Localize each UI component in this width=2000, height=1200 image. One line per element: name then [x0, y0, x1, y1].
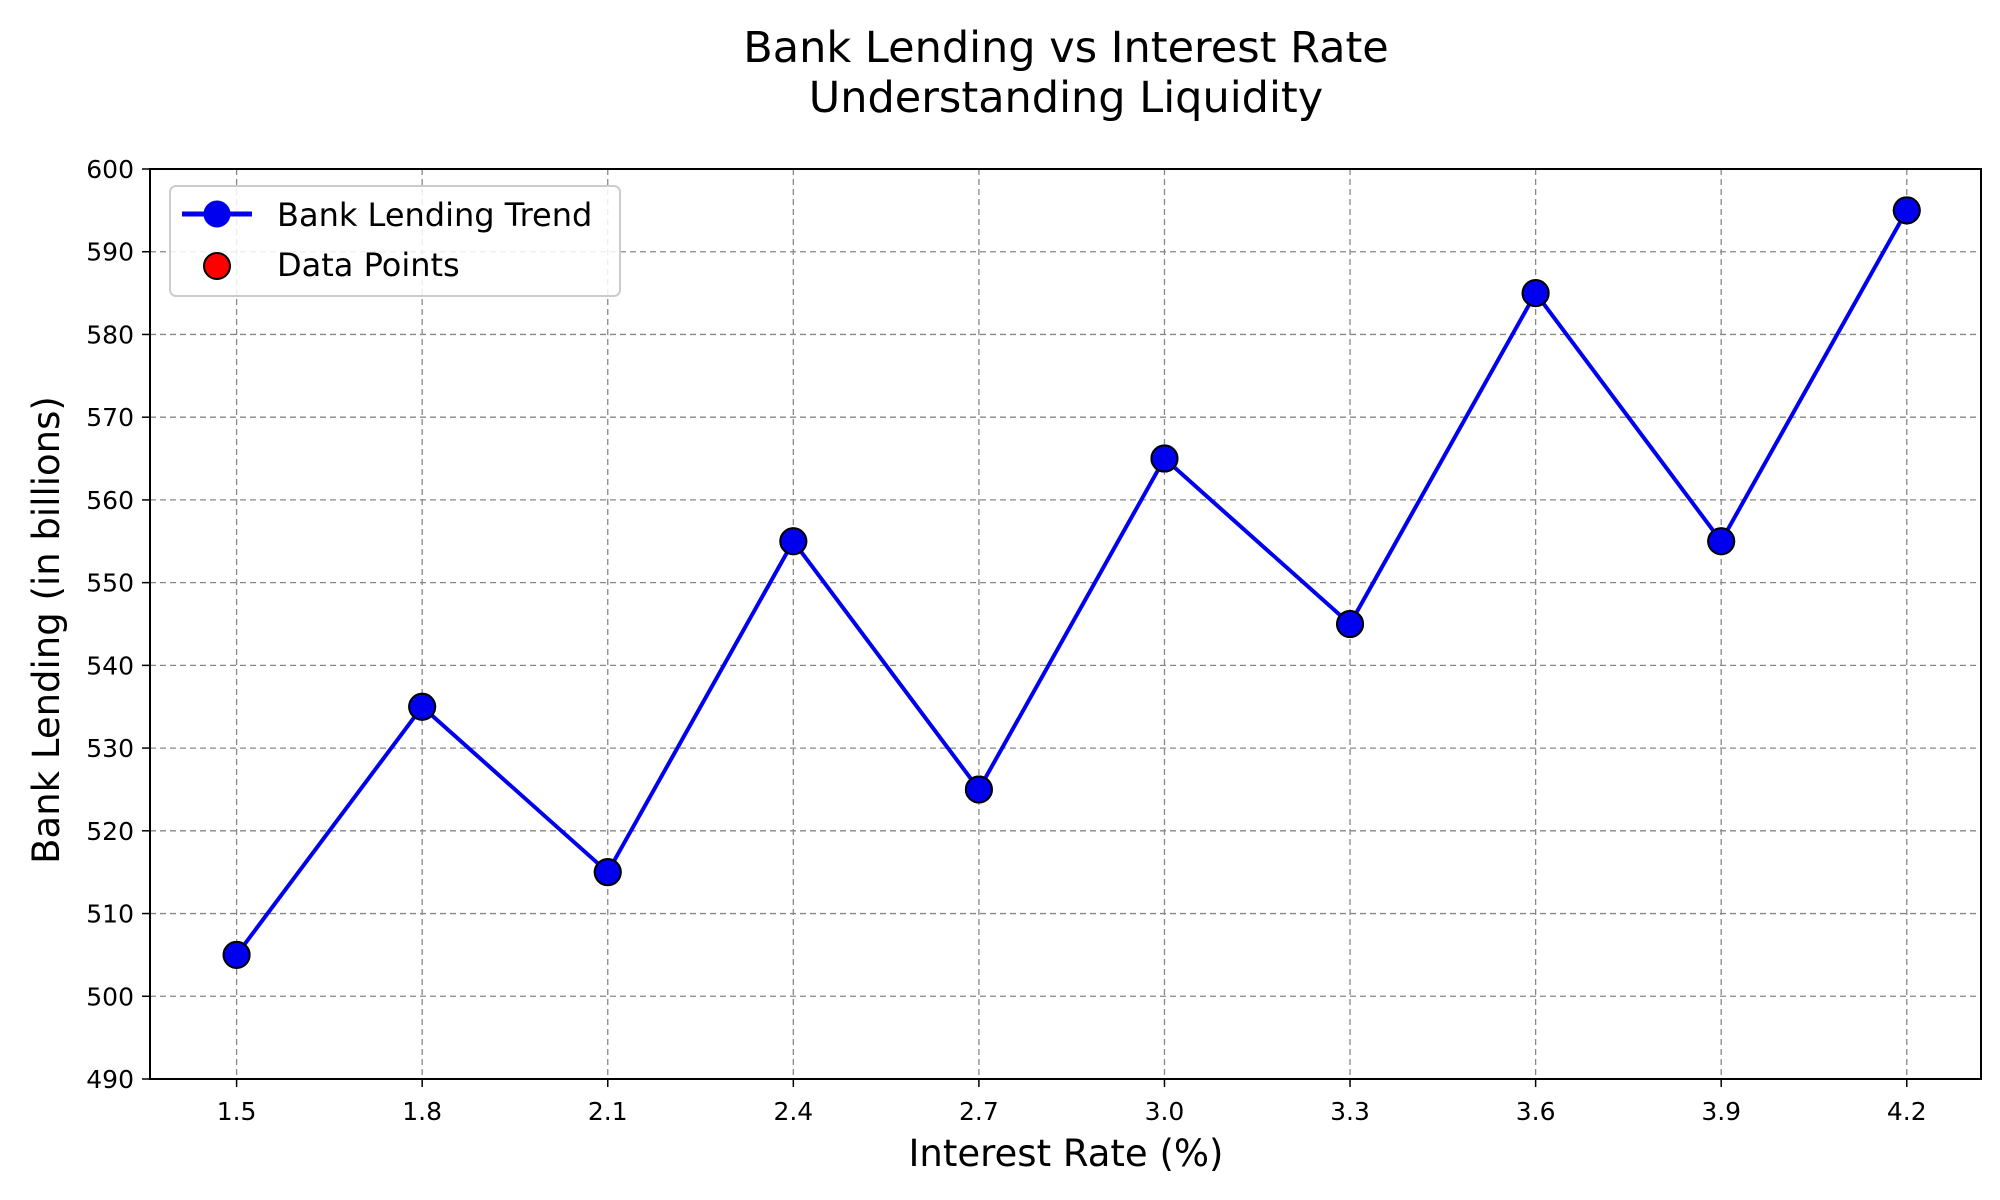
x-tick-label: 3.3 [1330, 1097, 1370, 1126]
y-tick-label: 570 [86, 403, 134, 432]
x-tick-label: 3.6 [1516, 1097, 1556, 1126]
x-tick-label: 3.0 [1145, 1097, 1185, 1126]
y-tick-label: 490 [86, 1065, 134, 1094]
legend-label-data-points: Data Points [277, 246, 460, 284]
chart-title: Bank Lending vs Interest Rate [743, 23, 1389, 73]
grid-layer [150, 168, 1981, 1080]
line-marker [593, 858, 622, 887]
y-tick-label: 500 [86, 982, 134, 1011]
line-marker [1336, 610, 1365, 638]
line-marker [1707, 527, 1736, 556]
y-axis-label: Bank Lending (in billions) [25, 396, 68, 864]
line-marker [779, 527, 808, 556]
y-tick-label: 520 [86, 817, 134, 846]
series-line-bank-lending-trend [234, 208, 1909, 957]
plot-frame [149, 168, 1982, 1080]
line-marker [1150, 444, 1179, 473]
chart-subtitle: Understanding Liquidity [809, 73, 1323, 123]
legend-box [169, 185, 621, 297]
y-tick-label: 560 [86, 486, 134, 515]
legend-label-bank-lending-trend: Bank Lending Trend [277, 196, 592, 234]
x-tick-label: 2.4 [773, 1097, 813, 1126]
y-tick-label: 580 [86, 320, 134, 349]
x-tick-label: 3.9 [1701, 1097, 1741, 1126]
y-tick-label: 590 [86, 238, 134, 267]
legend-scatter-swatch [203, 252, 231, 280]
y-tick-label: 600 [86, 155, 134, 184]
series-layer [222, 196, 1921, 969]
line-marker [964, 775, 993, 804]
line-marker [1892, 196, 1921, 225]
x-axis-label: Interest Rate (%) [909, 1132, 1224, 1175]
ticks-layer: 1.5 1.8 2.1 2.4 2.7 3.0 3.3 3.6 3.9 4.2 490 500 510 5… [86, 155, 1926, 1126]
x-tick-label: 4.2 [1887, 1097, 1927, 1126]
line-marker [1521, 279, 1550, 308]
line-marker [408, 692, 437, 721]
y-tick-label: 510 [86, 900, 134, 929]
y-tick-label: 540 [86, 651, 134, 680]
y-tick-label: 550 [86, 569, 134, 598]
x-tick-label: 1.8 [402, 1097, 442, 1126]
legend-marker-swatch [203, 200, 231, 228]
x-tick-label: 2.7 [959, 1097, 999, 1126]
axes-layer [149, 168, 1982, 1080]
legend: Bank Lending Trend Data Points [169, 185, 621, 297]
y-tick-label: 530 [86, 734, 134, 763]
line-marker [222, 940, 251, 969]
x-tick-label: 2.1 [588, 1097, 628, 1126]
x-tick-label: 1.5 [217, 1097, 257, 1126]
